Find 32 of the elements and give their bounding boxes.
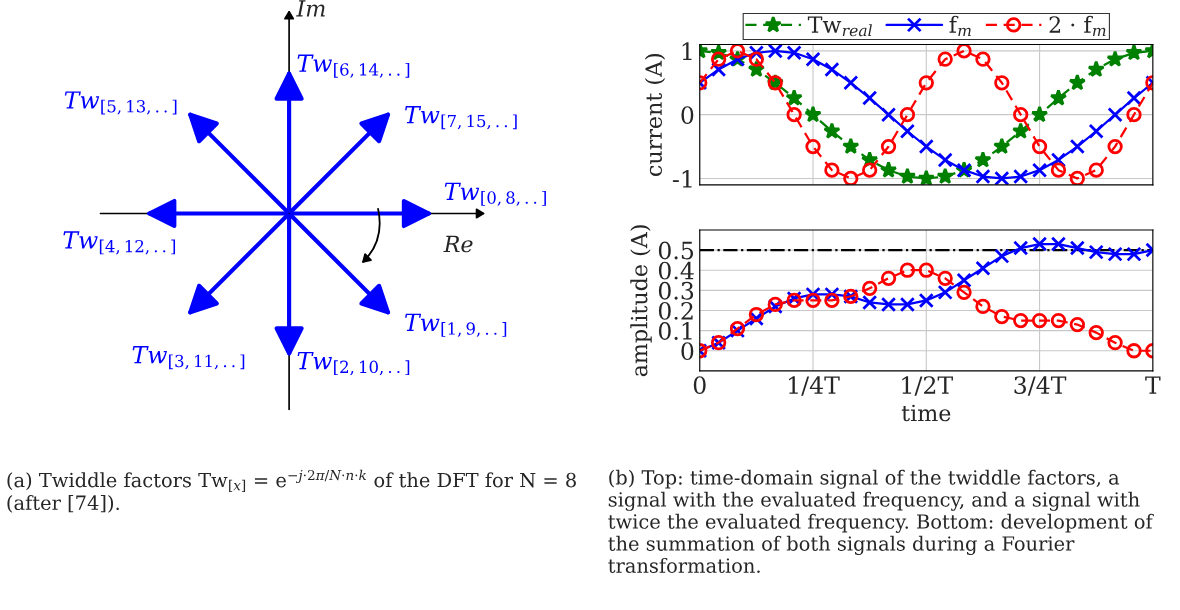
- y-axis-title: current (A): [644, 54, 666, 176]
- text: Tw$_{[3,11,..]}$: [132, 346, 245, 370]
- text: Tw$_{[4,12,..]}$: [63, 231, 176, 255]
- y-tick-label: 1: [682, 42, 692, 60]
- y-tick-label: 0: [681, 106, 694, 124]
- legend-label: Tw$_{real}$: [807, 16, 872, 37]
- text: Tw$_{[6,14,..]}$: [297, 54, 410, 78]
- text: Re: [443, 235, 473, 253]
- x-tick-label: 3/4T: [1014, 376, 1067, 396]
- x-tick-label: 1/4T: [789, 376, 840, 396]
- legend-label: 2 · f$_{m}$: [1049, 15, 1106, 37]
- y-axis-title: amplitude (A): [630, 225, 652, 377]
- x-tick-label: 1/2T: [902, 376, 953, 396]
- legend-label: f$_{m}$: [949, 15, 971, 37]
- y-tick-label: -1: [672, 169, 692, 188]
- text: Tw$_{[1,9,..]}$: [405, 313, 507, 337]
- text: Im: [296, 0, 325, 17]
- text: Tw$_{[0,8,..]}$: [444, 182, 546, 206]
- x-tick-label: T: [1145, 376, 1161, 394]
- text: Tw$_{[2,10,..]}$: [297, 352, 410, 376]
- text: (a) Twiddle factors Tw$_{[x]}$ = e$^{−j·2π/N·n·k}$ of the DFT for N = 8 (after [74]).: [7, 469, 576, 513]
- text: (b) Top: time-domain signal of the twiddle factors, a signal with the evaluated frequency, and a signal with twice the evaluated frequency. Bottom: development of the summation of both signals during a Fourier transformation.: [608, 469, 1154, 573]
- y-tick-label: 0.4: [658, 261, 694, 280]
- y-tick-label: 0.2: [658, 301, 693, 320]
- y-tick-label: 0.1: [658, 322, 692, 340]
- y-tick-label: 0.3: [658, 281, 694, 300]
- x-axis-title: time: [901, 404, 951, 422]
- x-tick-label: 0: [693, 376, 706, 395]
- y-tick-label: 0: [681, 342, 694, 361]
- text: Tw$_{[5,13,..]}$: [64, 91, 177, 115]
- text: Tw$_{[7,15,..]}$: [405, 106, 517, 130]
- y-tick-label: 0.5: [658, 241, 694, 260]
